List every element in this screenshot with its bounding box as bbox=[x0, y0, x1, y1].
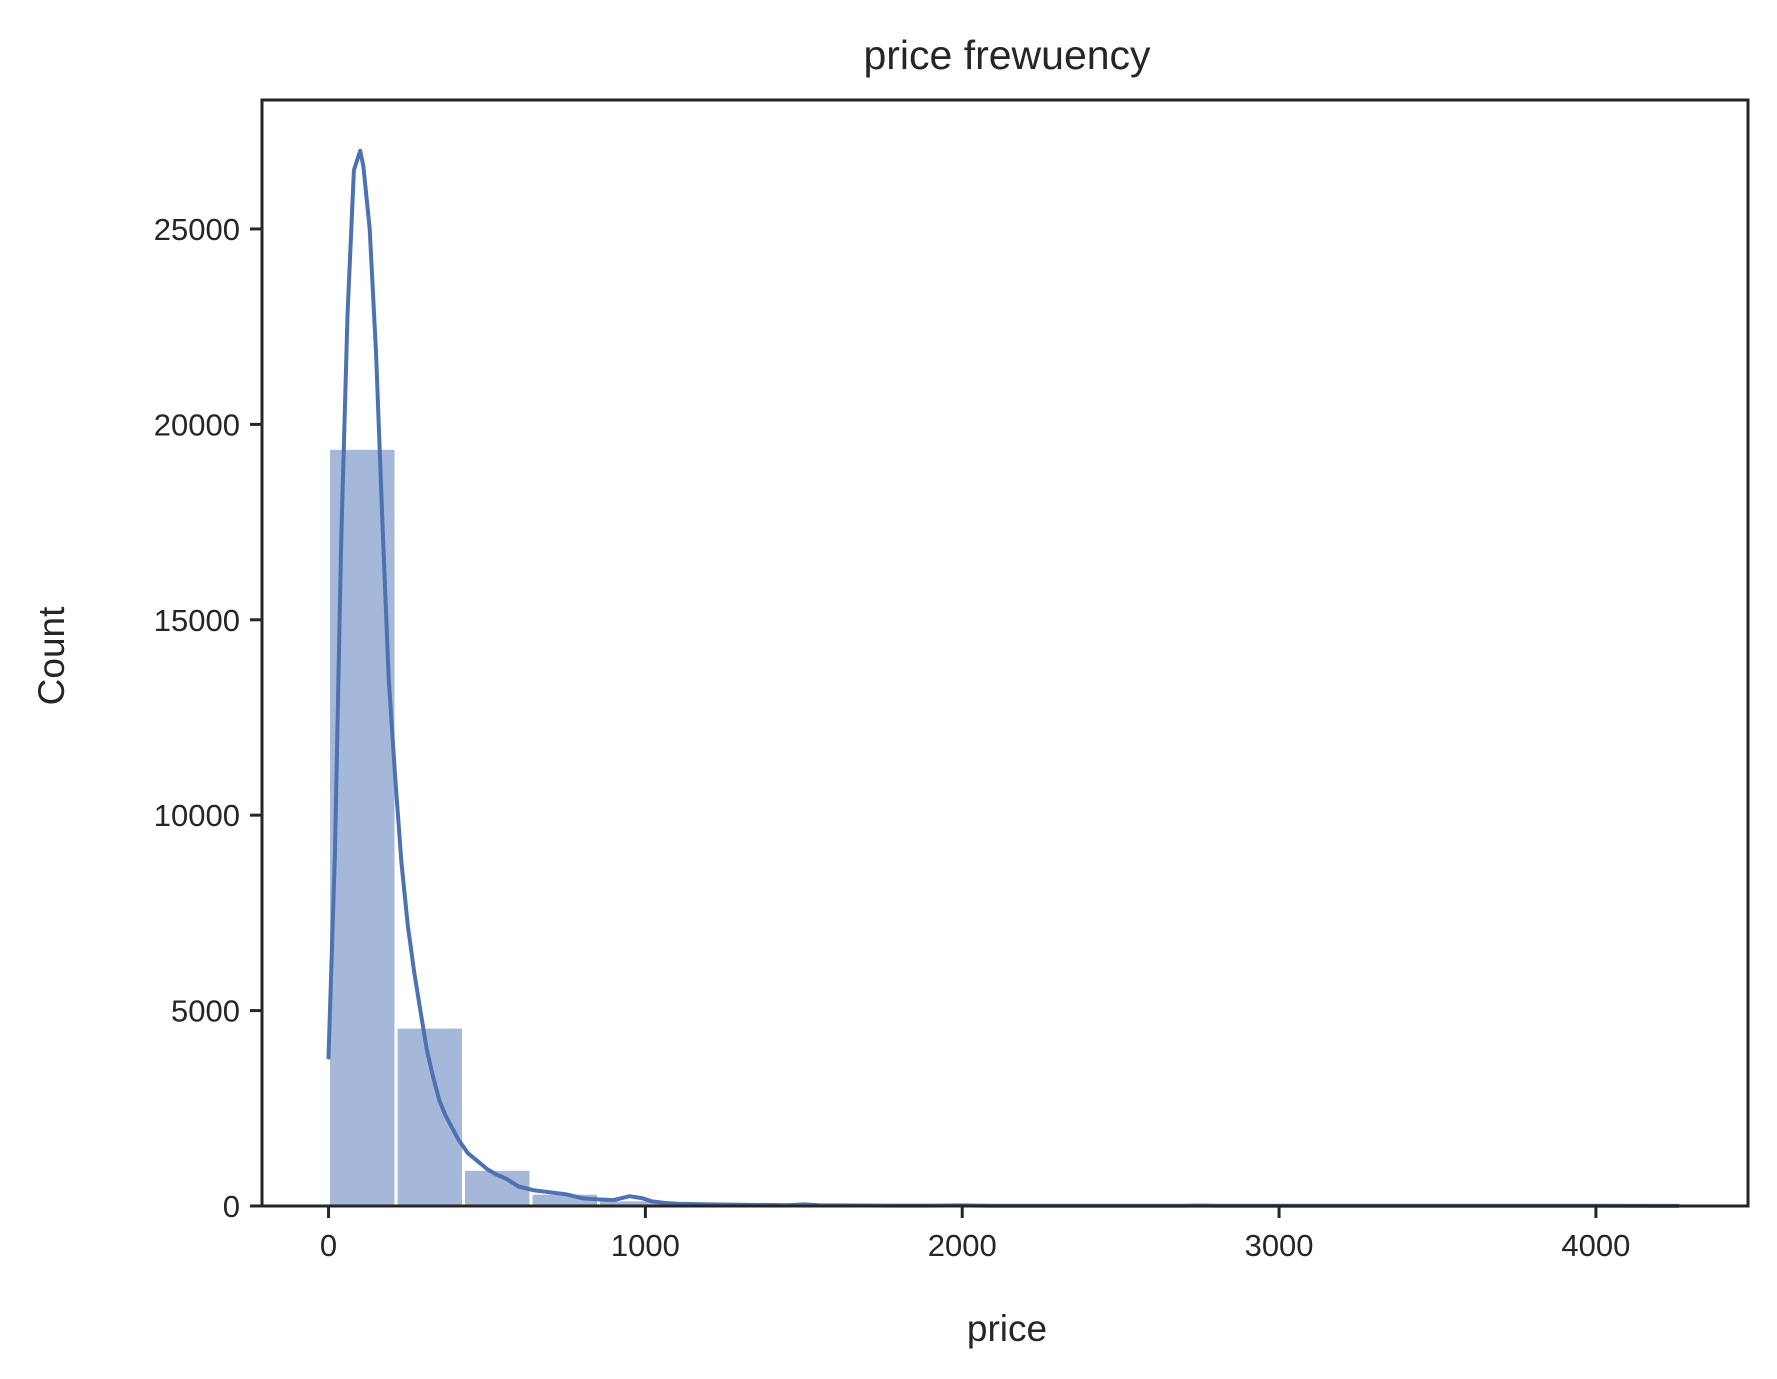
y-axis-ticks: 0 5000 10000 15000 20000 25000 bbox=[154, 212, 262, 1224]
x-tick-label: 3000 bbox=[1245, 1228, 1314, 1263]
histogram-bar bbox=[532, 1194, 597, 1206]
y-tick-label: 20000 bbox=[154, 407, 240, 442]
y-tick-label: 0 bbox=[223, 1189, 240, 1224]
histogram-bars bbox=[330, 449, 1677, 1207]
plot-frame bbox=[260, 98, 1750, 1208]
x-axis-ticks: 0 1000 2000 3000 4000 bbox=[320, 1206, 1630, 1263]
x-tick-label: 4000 bbox=[1561, 1228, 1630, 1263]
y-tick-label: 25000 bbox=[154, 212, 240, 247]
y-tick-label: 5000 bbox=[171, 994, 240, 1029]
x-axis-label: price bbox=[967, 1308, 1047, 1349]
y-tick-label: 15000 bbox=[154, 603, 240, 638]
y-axis-label: Count bbox=[31, 606, 72, 705]
x-tick-label: 0 bbox=[320, 1228, 337, 1263]
y-tick-label: 10000 bbox=[154, 798, 240, 833]
histogram-bar bbox=[599, 1201, 665, 1206]
kde-curve bbox=[326, 148, 1681, 1208]
x-tick-label: 2000 bbox=[928, 1228, 997, 1263]
chart-title: price frewuency bbox=[863, 32, 1151, 78]
x-tick-label: 1000 bbox=[611, 1228, 680, 1263]
